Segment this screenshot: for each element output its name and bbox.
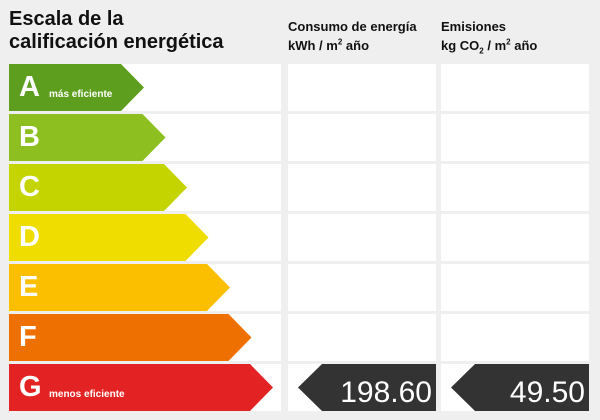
rating-row-e: E	[9, 264, 281, 311]
rating-row-f: F	[9, 314, 281, 361]
column-header-emisiones: Emisiones kg CO2 / m2 año	[441, 17, 537, 55]
rating-arrow-c: C	[9, 164, 188, 211]
emisiones-value-marker: 49.50	[441, 364, 589, 411]
rating-row-c: C	[9, 164, 281, 211]
rating-row-d: D	[9, 214, 281, 261]
consumo-cell-c	[288, 164, 436, 211]
rating-letter-b: B	[19, 121, 40, 153]
consumo-header-label: Consumo de energía	[288, 19, 417, 34]
emisiones-cell-b	[441, 114, 589, 161]
emisiones-header-unit: kg CO2 / m2 año	[441, 37, 538, 56]
rating-arrow-e: E	[9, 264, 231, 311]
emisiones-cell-e	[441, 264, 589, 311]
rating-arrow-b: B	[9, 114, 167, 161]
rating-arrow-d: D	[9, 214, 210, 261]
rating-sublabel-a: más eficiente	[49, 89, 113, 100]
consumo-header-unit: kWh / m2 año	[288, 37, 370, 53]
consumo-value-marker: 198.60	[288, 364, 436, 411]
consumo-cell-g: 198.60	[288, 364, 436, 411]
consumo-cell-d	[288, 214, 436, 261]
emisiones-cell-a	[441, 64, 589, 111]
emisiones-cell-c	[441, 164, 589, 211]
emisiones-header-label: Emisiones	[441, 19, 507, 34]
rating-sublabel-g: menos eficiente	[49, 389, 125, 400]
rating-arrow-f: F	[9, 314, 253, 361]
title-line-1: Escala de la	[9, 8, 124, 30]
consumo-cell-a	[288, 64, 436, 111]
column-header-consumo: Consumo de energía kWh / m2 año	[288, 17, 417, 55]
consumo-value: 198.60	[340, 376, 432, 409]
rating-letter-a: A	[19, 71, 40, 103]
emisiones-cell-f	[441, 314, 589, 361]
page-title: Escala de la calificación energética	[9, 8, 269, 54]
emisiones-value: 49.50	[509, 376, 585, 409]
rating-letter-f: F	[19, 321, 37, 353]
rating-letter-g: G	[19, 371, 42, 403]
rating-letter-e: E	[19, 271, 39, 303]
consumo-cell-b	[288, 114, 436, 161]
rating-letter-c: C	[19, 171, 40, 203]
title-line-2: calificación energética	[9, 31, 224, 53]
emisiones-cell-d	[441, 214, 589, 261]
consumo-cell-e	[288, 264, 436, 311]
rating-row-b: B	[9, 114, 281, 161]
consumo-cell-f	[288, 314, 436, 361]
emisiones-cell-g: 49.50	[441, 364, 589, 411]
rating-letter-d: D	[19, 221, 40, 253]
